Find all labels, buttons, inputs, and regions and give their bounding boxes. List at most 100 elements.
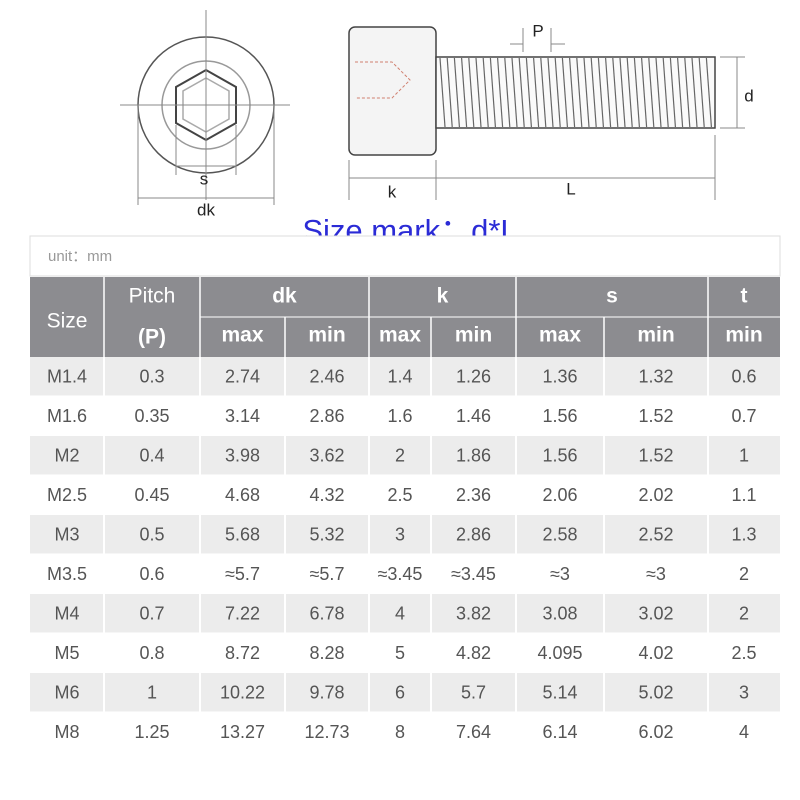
header-sub: min bbox=[308, 324, 345, 347]
thread bbox=[511, 57, 518, 128]
table-cell: 4.82 bbox=[456, 643, 491, 663]
table-cell: 7.64 bbox=[456, 722, 491, 742]
thread bbox=[590, 57, 597, 128]
thread bbox=[626, 57, 633, 128]
header-pitch: Pitch bbox=[129, 285, 176, 308]
thread bbox=[641, 57, 648, 128]
table-cell: M2.5 bbox=[47, 485, 87, 505]
table-cell: 8.28 bbox=[309, 643, 344, 663]
header-sub: min bbox=[725, 324, 762, 347]
table-cell: 0.45 bbox=[134, 485, 169, 505]
table-row bbox=[30, 475, 780, 515]
table-cell: M4 bbox=[54, 604, 79, 624]
thread bbox=[691, 57, 698, 128]
table-cell: M1.4 bbox=[47, 367, 87, 387]
table-cell: M6 bbox=[54, 683, 79, 703]
table-cell: ≈3 bbox=[646, 564, 666, 584]
table-cell: 2.36 bbox=[456, 485, 491, 505]
table-cell: 0.5 bbox=[139, 525, 164, 545]
table-row bbox=[30, 515, 780, 555]
thread bbox=[461, 57, 468, 128]
table: Size Pitch (P) dk k s t max min max min max min min M1… bbox=[30, 277, 780, 753]
thread bbox=[569, 57, 576, 128]
thread bbox=[705, 57, 712, 128]
thread bbox=[525, 57, 532, 128]
thread bbox=[482, 57, 489, 128]
header-sub: min bbox=[455, 324, 492, 347]
table-row bbox=[30, 712, 780, 752]
thread bbox=[547, 57, 554, 128]
table-cell: 2.46 bbox=[309, 367, 344, 387]
table-cell: 1.6 bbox=[387, 406, 412, 426]
table-cell: 4 bbox=[395, 604, 405, 624]
table-cell: 2.74 bbox=[225, 367, 260, 387]
table-row bbox=[30, 396, 780, 436]
thread bbox=[533, 57, 540, 128]
table-cell: 2 bbox=[739, 604, 749, 624]
table-cell: 0.6 bbox=[731, 367, 756, 387]
header-s: s bbox=[606, 285, 618, 308]
table-cell: 4 bbox=[739, 722, 749, 742]
label-dk: dk bbox=[197, 200, 215, 219]
table-cell: 8 bbox=[395, 722, 405, 742]
thread bbox=[698, 57, 705, 128]
thread bbox=[648, 57, 655, 128]
table-cell: 2 bbox=[739, 564, 749, 584]
table-cell: 1.26 bbox=[456, 367, 491, 387]
table-cell: 1.56 bbox=[542, 406, 577, 426]
table-cell: 0.7 bbox=[731, 406, 756, 426]
table-cell: 0.6 bbox=[139, 564, 164, 584]
table-cell: 1.52 bbox=[638, 406, 673, 426]
table-cell: 2.52 bbox=[638, 525, 673, 545]
table-cell: 0.4 bbox=[139, 446, 164, 466]
thread bbox=[504, 57, 511, 128]
table-cell: 0.8 bbox=[139, 643, 164, 663]
thread bbox=[619, 57, 626, 128]
table-cell: M8 bbox=[54, 722, 79, 742]
table-cell: 4.095 bbox=[537, 643, 582, 663]
table-cell: 2.58 bbox=[542, 525, 577, 545]
table-cell: 10.22 bbox=[220, 683, 265, 703]
thread bbox=[489, 57, 496, 128]
table-row bbox=[30, 594, 780, 634]
label-k: k bbox=[388, 182, 397, 201]
table-cell: 2 bbox=[395, 446, 405, 466]
table-cell: 3.82 bbox=[456, 604, 491, 624]
table-cell: 13.27 bbox=[220, 722, 265, 742]
table-cell: 3.02 bbox=[638, 604, 673, 624]
table-cell: ≈5.7 bbox=[225, 564, 260, 584]
header-k: k bbox=[437, 285, 449, 308]
table-cell: 6.78 bbox=[309, 604, 344, 624]
table-cell: 2.86 bbox=[456, 525, 491, 545]
thread bbox=[597, 57, 604, 128]
table-cell: 1.4 bbox=[387, 367, 412, 387]
thread bbox=[453, 57, 460, 128]
thread bbox=[554, 57, 561, 128]
table-cell: 1.86 bbox=[456, 446, 491, 466]
table-cell: 3 bbox=[739, 683, 749, 703]
thread bbox=[576, 57, 583, 128]
table-row bbox=[30, 436, 780, 476]
table-row bbox=[30, 554, 780, 594]
table-cell: 5.68 bbox=[225, 525, 260, 545]
table-cell: 1.3 bbox=[731, 525, 756, 545]
table-cell: 4.32 bbox=[309, 485, 344, 505]
table-cell: 0.3 bbox=[139, 367, 164, 387]
table-cell: 1.46 bbox=[456, 406, 491, 426]
thread bbox=[677, 57, 684, 128]
table-cell: M1.6 bbox=[47, 406, 87, 426]
thread bbox=[475, 57, 482, 128]
table-cell: 3.14 bbox=[225, 406, 260, 426]
table-cell: 1.32 bbox=[638, 367, 673, 387]
table-cell: 2.5 bbox=[387, 485, 412, 505]
thread bbox=[540, 57, 547, 128]
table-row bbox=[30, 633, 780, 673]
table-cell: 12.73 bbox=[304, 722, 349, 742]
table-cell: ≈5.7 bbox=[310, 564, 345, 584]
table-cell: 2.86 bbox=[309, 406, 344, 426]
table-cell: 9.78 bbox=[309, 683, 344, 703]
table-cell: 7.22 bbox=[225, 604, 260, 624]
thread bbox=[468, 57, 475, 128]
thread bbox=[518, 57, 525, 128]
